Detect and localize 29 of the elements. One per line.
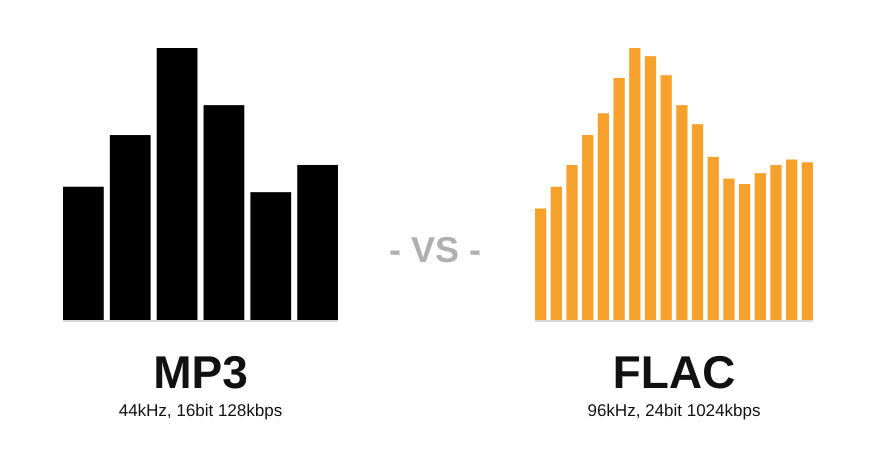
bar [566, 164, 578, 320]
bar [692, 124, 704, 320]
bar [250, 192, 292, 320]
bar [297, 164, 338, 320]
bar [110, 135, 151, 320]
text: 96kHz, 24bit 1024kbps [588, 401, 760, 420]
bar [644, 56, 656, 320]
bar [676, 105, 688, 320]
bar [738, 184, 750, 320]
bar [535, 208, 546, 320]
bar [708, 156, 719, 320]
bar [156, 48, 198, 320]
bar [550, 186, 562, 320]
bar [802, 162, 813, 320]
bar [63, 186, 104, 320]
bar [204, 105, 244, 320]
bar [754, 173, 766, 320]
bar [770, 164, 782, 320]
bar [582, 135, 594, 320]
bar [786, 160, 798, 320]
bar [629, 48, 640, 320]
bar [660, 75, 672, 320]
bar [613, 78, 625, 320]
bar [598, 113, 610, 320]
bar [723, 178, 735, 320]
text: FLAC [612, 346, 736, 398]
text: MP3 [153, 346, 248, 398]
text: 44kHz, 16bit 128kbps [118, 401, 282, 420]
text: - VS - [388, 229, 482, 270]
